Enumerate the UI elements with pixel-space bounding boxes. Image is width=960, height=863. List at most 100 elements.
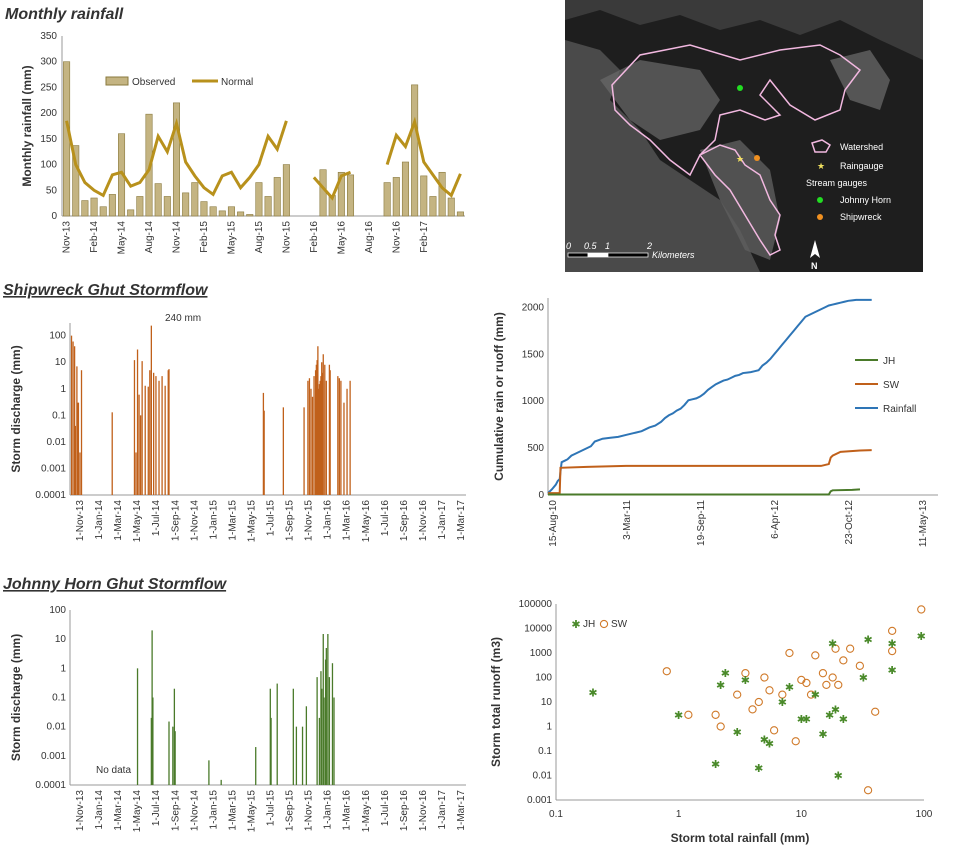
monthly-y-tick-label: 100 [40,160,57,171]
johnny-x-tick-label: 1-Mar-17 [456,790,467,831]
scatter-legend-jh-label: JH [583,619,595,630]
cumulative-x-tick-label: 19-Sep-11 [696,500,707,546]
scale-label-1: 1 [605,241,610,251]
monthly-x-tick-label: May-16 [336,221,347,255]
map-terrain-east [830,50,890,110]
scatter-point-sw [769,726,779,735]
scatter-x-tick-label: 10 [796,809,808,820]
map-terrain-west [565,40,760,272]
monthly-x-tick-label: Feb-17 [419,221,430,253]
scale-segment-2 [587,252,609,258]
shipwreck-x-tick-label: 1-Sep-14 [170,500,181,542]
monthly-observed-bar [127,209,135,217]
scatter-point-jh: ✱ [760,733,769,746]
johnny-y-tick-label: 0.01 [47,722,67,733]
monthly-observed-bar [81,200,89,217]
johnny-x-tick-label: 1-Nov-16 [418,790,429,832]
cumulative-series-rainfall [547,298,872,494]
scatter-point-jh: ✱ [863,634,872,647]
monthly-y-tick-label: 250 [40,82,57,93]
monthly-legend-normal-label: Normal [221,77,253,88]
scatter-x-tick-label: 100 [916,809,933,820]
north-label: N [811,261,818,271]
scale-label-05: 0.5 [584,241,598,251]
scatter-point-sw [741,669,750,678]
shipwreck-x-tick-label: 1-Jul-15 [266,500,277,537]
johnny-x-tick-label: 1-Jan-14 [94,790,105,830]
scale-label-0: 0 [566,241,571,251]
johnny-y-tick-label: 100 [49,605,66,616]
monthly-observed-bar [337,171,345,217]
scatter-point-jh: ✱ [834,770,843,783]
scale-label-2: 2 [646,241,652,251]
monthly-x-tick-label: Nov-16 [391,221,402,254]
scatter-point-sw [831,644,840,653]
scatter-point-jh: ✱ [674,709,683,722]
johnny-annotation: No data [96,765,131,776]
shipwreck-y-tick-label: 0.001 [41,463,66,474]
scatter-point-sw [888,626,897,636]
monthly-observed-bar [383,182,391,217]
shipwreck-y-tick-label: 0.0001 [35,490,66,501]
cumulative-y-tick-label: 500 [527,443,544,454]
watershed-south-outline [698,144,781,256]
monthly-observed-bar [282,164,290,217]
johnny-y-tick-label: 0.0001 [35,780,66,791]
johnny-y-tick-label: 0.001 [41,751,66,762]
scatter-point-jh: ✱ [765,738,774,751]
johnny-y-axis-label: Storm discharge (mm) [9,634,23,761]
monthly-y-axis-label: Monthly rainfall (mm) [20,65,34,186]
map-terrain-ridge [600,60,720,140]
scatter-point-sw [711,710,720,719]
monthly-x-tick-label: Aug-14 [144,221,155,254]
cumulative-y-tick-label: 1000 [522,396,545,407]
map-terrain-south [700,140,780,260]
scatter-point-sw [684,710,693,719]
monthly-x-tick-label: Aug-15 [254,221,265,254]
monthly-x-tick-label: Nov-14 [171,221,182,254]
monthly-rainfall-chart: 0 50 100 150 200 250 300 350 Monthly rainfall (m… [20,31,465,254]
monthly-y-tick-label: 200 [40,108,57,119]
cumulative-legend-label-rainfall: Rainfall [883,404,916,415]
legend-shipwreck-dot [817,214,823,220]
scatter-point-sw [778,690,787,699]
monthly-observed-bar [255,182,263,217]
monthly-observed-bar [246,214,254,217]
johnny-horn-stormflow-chart: 0.0001 0.001 0.01 0.1 1 10 100 Storm discharge … [9,605,467,832]
scatter-point-sw [760,673,769,682]
scatter-point-sw [785,648,794,658]
monthly-y-tick-label: 150 [40,134,57,145]
scatter-legend-sw-marker [599,619,609,629]
shipwreck-x-tick-label: 1-Jan-14 [94,500,105,540]
scatter-point-jh: ✱ [797,713,806,726]
monthly-y-tick-label: 300 [40,57,57,68]
monthly-observed-bar [200,201,208,217]
scatter-point-jh: ✱ [733,726,742,739]
watershed-north-outline [611,44,862,177]
shipwreck-y-tick-label: 1 [60,384,66,395]
shipwreck-x-tick-label: 1-May-16 [361,500,372,543]
monthly-observed-bar [172,102,180,217]
monthly-x-tick-label: Feb-14 [89,221,100,253]
johnny-x-tick-label: 1-May-15 [246,790,257,833]
monthly-x-tick-label: Nov-15 [281,221,292,254]
johnny-x-tick-label: 1-Sep-14 [170,790,181,832]
shipwreck-x-tick-label: 1-Mar-16 [342,500,353,541]
scatter-point-jh: ✱ [888,664,897,677]
monthly-observed-bar [227,206,235,217]
scatter-point-jh: ✱ [825,709,834,722]
monthly-x-tick-label: May-14 [117,221,128,255]
monthly-observed-bar [237,211,245,217]
map-terrain-north [565,0,923,60]
legend-raingauge-label: Raingauge [840,161,884,171]
monthly-legend-observed-swatch [105,76,129,86]
scatter-point-jh: ✱ [711,758,720,771]
monthly-rainfall-title: Monthly rainfall [5,6,124,23]
north-arrow-icon [810,240,820,258]
cumulative-y-tick-label: 2000 [522,302,545,313]
scatter-point-sw [917,605,926,614]
johnny-horn-title: Johnny Horn Ghut Stormflow [3,576,228,593]
scatter-point-sw [828,673,837,682]
scatter-y-tick-label: 0.1 [538,746,552,757]
monthly-observed-bar [420,175,428,217]
